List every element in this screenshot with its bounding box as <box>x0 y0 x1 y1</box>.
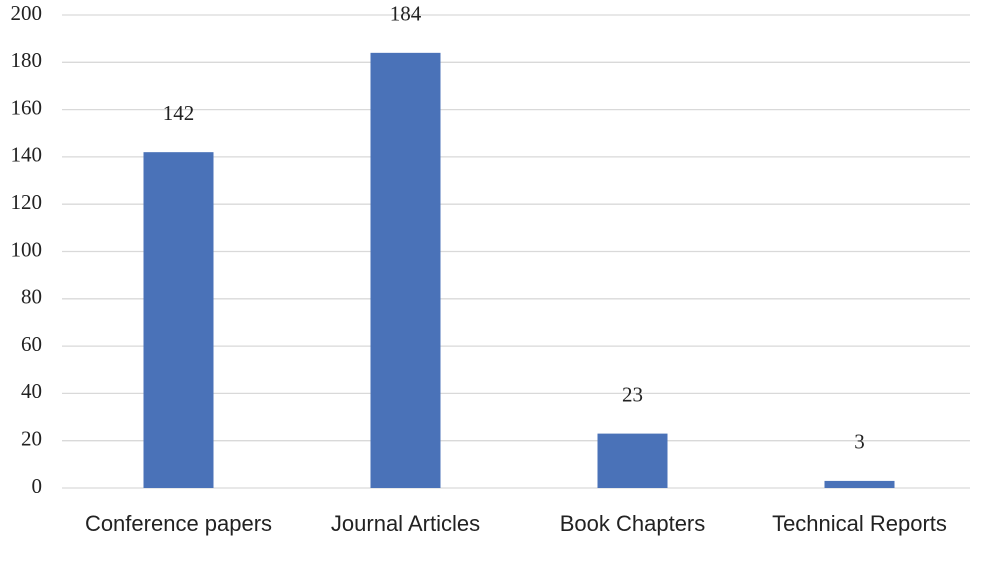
x-tick-label: Technical Reports <box>772 511 947 536</box>
x-tick-label: Book Chapters <box>560 511 706 536</box>
y-tick-label: 40 <box>21 379 42 403</box>
y-tick-label: 180 <box>11 48 43 72</box>
y-tick-label: 60 <box>21 332 42 356</box>
bar <box>824 480 895 488</box>
y-tick-label: 120 <box>11 190 43 214</box>
data-label: 184 <box>390 2 422 26</box>
y-tick-label: 0 <box>32 474 43 498</box>
y-tick-label: 20 <box>21 427 42 451</box>
bar <box>143 152 214 489</box>
x-tick-label: Journal Articles <box>331 511 480 536</box>
y-tick-label: 80 <box>21 285 42 309</box>
data-label: 142 <box>163 101 195 125</box>
bar <box>370 52 441 489</box>
x-tick-label: Conference papers <box>85 511 272 536</box>
data-label: 3 <box>854 430 865 454</box>
y-tick-label: 200 <box>11 1 43 25</box>
bar <box>597 433 668 488</box>
y-tick-label: 100 <box>11 237 43 261</box>
y-tick-label: 160 <box>11 95 43 119</box>
y-tick-label: 140 <box>11 143 43 167</box>
data-label: 23 <box>622 382 643 406</box>
